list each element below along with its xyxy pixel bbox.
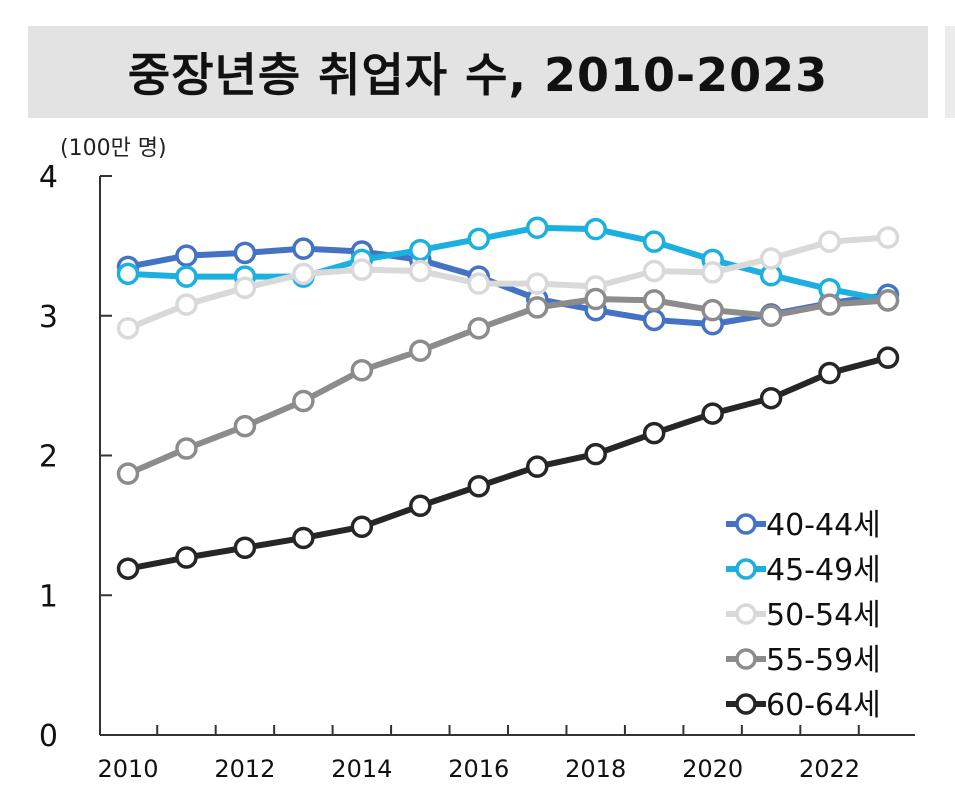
- y-tick-label: 2: [39, 440, 58, 475]
- title-banner: 중장년층 취업자 수, 2010-2023: [28, 26, 928, 118]
- y-tick-label: 1: [39, 579, 58, 614]
- data-point: [409, 238, 432, 262]
- data-point: [876, 346, 900, 369]
- data-point: [409, 494, 432, 518]
- y-axis-unit-label: (100만 명): [60, 136, 167, 161]
- legend: 40-44세 45-49세 50-54세 55-59세 60-64세: [726, 508, 881, 723]
- series-50-54세: [116, 226, 900, 340]
- data-point: [584, 442, 607, 466]
- legend-label: 50-54세: [766, 598, 881, 633]
- data-point: [759, 386, 783, 410]
- data-point: [818, 230, 841, 253]
- data-point: [350, 515, 374, 539]
- data-point: [701, 298, 724, 322]
- data-point: [584, 287, 607, 311]
- data-point: [116, 262, 140, 286]
- legend-item: 45-49세: [726, 553, 881, 588]
- data-point: [818, 361, 841, 385]
- data-point: [876, 226, 900, 249]
- title-banner-edge: [945, 26, 955, 118]
- data-point: [116, 557, 140, 580]
- data-point: [175, 546, 198, 569]
- series-55-59세: [116, 287, 900, 485]
- data-point: [175, 437, 198, 460]
- data-point: [467, 272, 491, 295]
- y-tick-label: 4: [39, 160, 58, 195]
- legend-label: 55-59세: [766, 643, 881, 678]
- legend-item: 60-64세: [726, 688, 881, 723]
- data-point: [701, 402, 724, 425]
- data-point: [175, 293, 198, 316]
- legend-swatch-marker: [735, 693, 757, 715]
- data-point: [584, 217, 607, 241]
- legend-item: 55-59세: [726, 643, 881, 678]
- series-60-64세: [116, 346, 900, 580]
- data-point: [233, 414, 257, 438]
- data-point: [759, 247, 783, 270]
- series-layer: [116, 216, 900, 580]
- x-tick-label: 2022: [799, 755, 860, 783]
- data-point: [642, 289, 666, 312]
- data-point: [350, 359, 374, 382]
- legend-item: 50-54세: [726, 598, 881, 633]
- x-tick-label: 2012: [214, 755, 275, 783]
- data-point: [467, 317, 491, 340]
- data-point: [116, 317, 140, 340]
- data-point: [759, 304, 783, 327]
- x-tick-label: 2014: [331, 755, 392, 783]
- legend-swatch-marker: [735, 558, 757, 580]
- data-point: [409, 259, 432, 283]
- data-point: [467, 474, 491, 498]
- data-point: [525, 296, 549, 319]
- data-point: [175, 265, 198, 288]
- data-point: [292, 389, 315, 413]
- data-point: [525, 216, 549, 239]
- data-point: [116, 462, 140, 485]
- y-tick-label: 0: [39, 719, 58, 754]
- data-point: [818, 293, 841, 316]
- x-tick-label: 2016: [448, 755, 509, 783]
- data-point: [642, 421, 666, 445]
- x-tick-label: 2020: [682, 755, 743, 783]
- legend-swatch-marker: [735, 648, 757, 670]
- data-point: [233, 536, 257, 559]
- data-point: [467, 227, 491, 251]
- data-point: [525, 455, 549, 478]
- data-point: [876, 289, 900, 312]
- data-point: [292, 262, 315, 286]
- data-point: [642, 308, 666, 332]
- data-point: [525, 272, 549, 295]
- data-point: [642, 230, 666, 253]
- x-tick-label: 2010: [97, 755, 158, 783]
- data-point: [642, 259, 666, 283]
- legend-label: 60-64세: [766, 688, 881, 723]
- legend-swatch-marker: [735, 603, 757, 625]
- y-tick-label: 3: [39, 300, 58, 335]
- legend-label: 40-44세: [766, 508, 881, 543]
- data-point: [292, 237, 315, 260]
- data-point: [350, 258, 374, 281]
- chart-title: 중장년층 취업자 수, 2010-2023: [127, 48, 829, 102]
- legend-swatch-marker: [735, 513, 757, 535]
- legend-label: 45-49세: [766, 553, 881, 588]
- legend-item: 40-44세: [726, 508, 881, 543]
- data-point: [409, 339, 432, 362]
- data-point: [292, 526, 315, 550]
- data-point: [701, 261, 724, 284]
- data-point: [175, 244, 198, 267]
- x-tick-label: 2018: [565, 755, 626, 783]
- data-point: [233, 241, 257, 265]
- axes: 0 1 2 3 4 2010 2012 2014 2016 2018 2020 2022: [39, 160, 915, 783]
- data-point: [233, 276, 257, 300]
